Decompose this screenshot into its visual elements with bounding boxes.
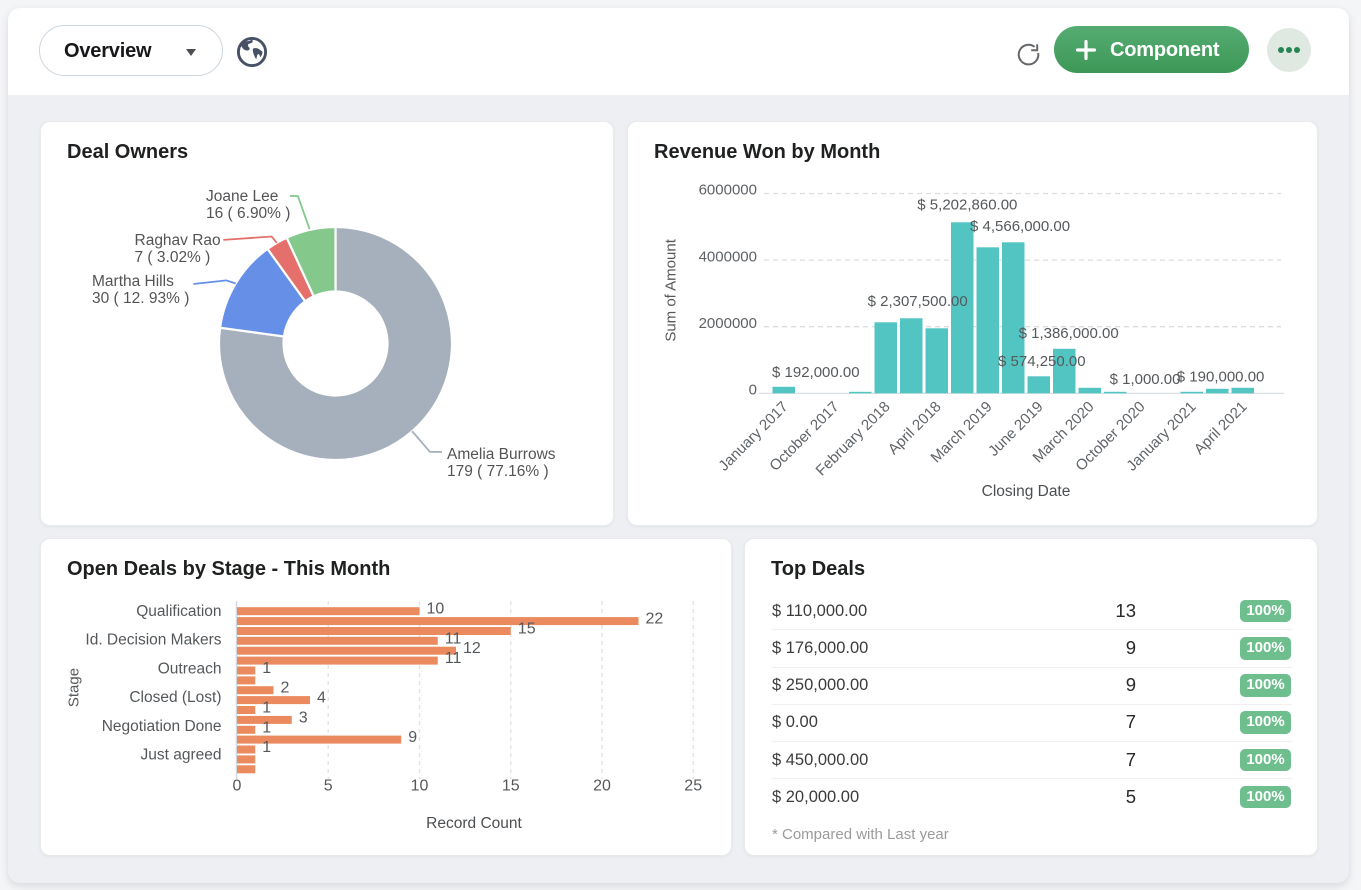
svg-text:0: 0: [233, 778, 242, 795]
svg-text:4000000: 4000000: [699, 248, 757, 265]
svg-text:Closed (Lost): Closed (Lost): [129, 689, 221, 706]
svg-text:$ 4,566,000.00: $ 4,566,000.00: [970, 218, 1070, 235]
svg-text:6000000: 6000000: [699, 182, 757, 199]
svg-text:Id. Decision Makers: Id. Decision Makers: [85, 632, 221, 649]
svg-text:Outreach: Outreach: [158, 660, 222, 677]
svg-text:2: 2: [281, 680, 290, 697]
svg-text:$ 2,307,500.00: $ 2,307,500.00: [868, 293, 968, 310]
svg-text:10: 10: [427, 601, 445, 618]
svg-text:Amelia Burrows: Amelia Burrows: [447, 446, 556, 463]
svg-text:3: 3: [299, 709, 308, 726]
svg-text:12: 12: [463, 640, 481, 657]
svg-text:179 ( 77.16% ): 179 ( 77.16% ): [447, 463, 549, 480]
svg-text:25: 25: [684, 778, 702, 795]
svg-text:15: 15: [502, 778, 520, 795]
svg-text:$ 574,250.00: $ 574,250.00: [998, 353, 1086, 370]
svg-text:Stage: Stage: [65, 668, 82, 707]
svg-text:7 ( 3.02% ): 7 ( 3.02% ): [135, 249, 211, 266]
svg-text:April 2021: April 2021: [1191, 398, 1251, 458]
svg-text:$ 190,000.00: $ 190,000.00: [1177, 369, 1265, 386]
svg-text:Qualification: Qualification: [136, 603, 221, 620]
svg-text:$ 192,000.00: $ 192,000.00: [772, 364, 860, 381]
svg-text:20: 20: [593, 778, 611, 795]
svg-text:15: 15: [518, 621, 536, 638]
svg-text:10: 10: [411, 778, 429, 795]
svg-text:1: 1: [262, 700, 271, 717]
svg-text:22: 22: [646, 611, 664, 628]
svg-text:11: 11: [445, 630, 462, 647]
svg-text:Just agreed: Just agreed: [141, 747, 222, 764]
svg-text:2000000: 2000000: [699, 315, 757, 332]
svg-text:1: 1: [262, 660, 271, 677]
svg-text:16 ( 6.90% ): 16 ( 6.90% ): [206, 205, 290, 222]
svg-text:$ 1,386,000.00: $ 1,386,000.00: [1019, 325, 1119, 342]
svg-text:Record Count: Record Count: [426, 815, 522, 832]
svg-text:Sum of Amount: Sum of Amount: [663, 238, 680, 341]
svg-text:Raghav Rao: Raghav Rao: [135, 232, 221, 249]
svg-text:11: 11: [445, 650, 462, 667]
svg-text:Closing Date: Closing Date: [982, 483, 1071, 500]
svg-text:Joane Lee: Joane Lee: [206, 188, 278, 205]
svg-text:$ 5,202,860.00: $ 5,202,860.00: [917, 197, 1017, 214]
svg-text:1: 1: [262, 719, 271, 736]
svg-text:$ 1,000.00: $ 1,000.00: [1110, 371, 1181, 388]
svg-text:0: 0: [749, 382, 757, 399]
svg-text:1: 1: [262, 739, 271, 756]
svg-text:9: 9: [408, 729, 417, 746]
svg-text:30 ( 12. 93% ): 30 ( 12. 93% ): [92, 290, 189, 307]
svg-text:Martha Hills: Martha Hills: [92, 273, 174, 290]
svg-text:5: 5: [324, 778, 333, 795]
svg-text:Negotiation Done: Negotiation Done: [102, 718, 222, 735]
svg-text:4: 4: [317, 690, 326, 707]
